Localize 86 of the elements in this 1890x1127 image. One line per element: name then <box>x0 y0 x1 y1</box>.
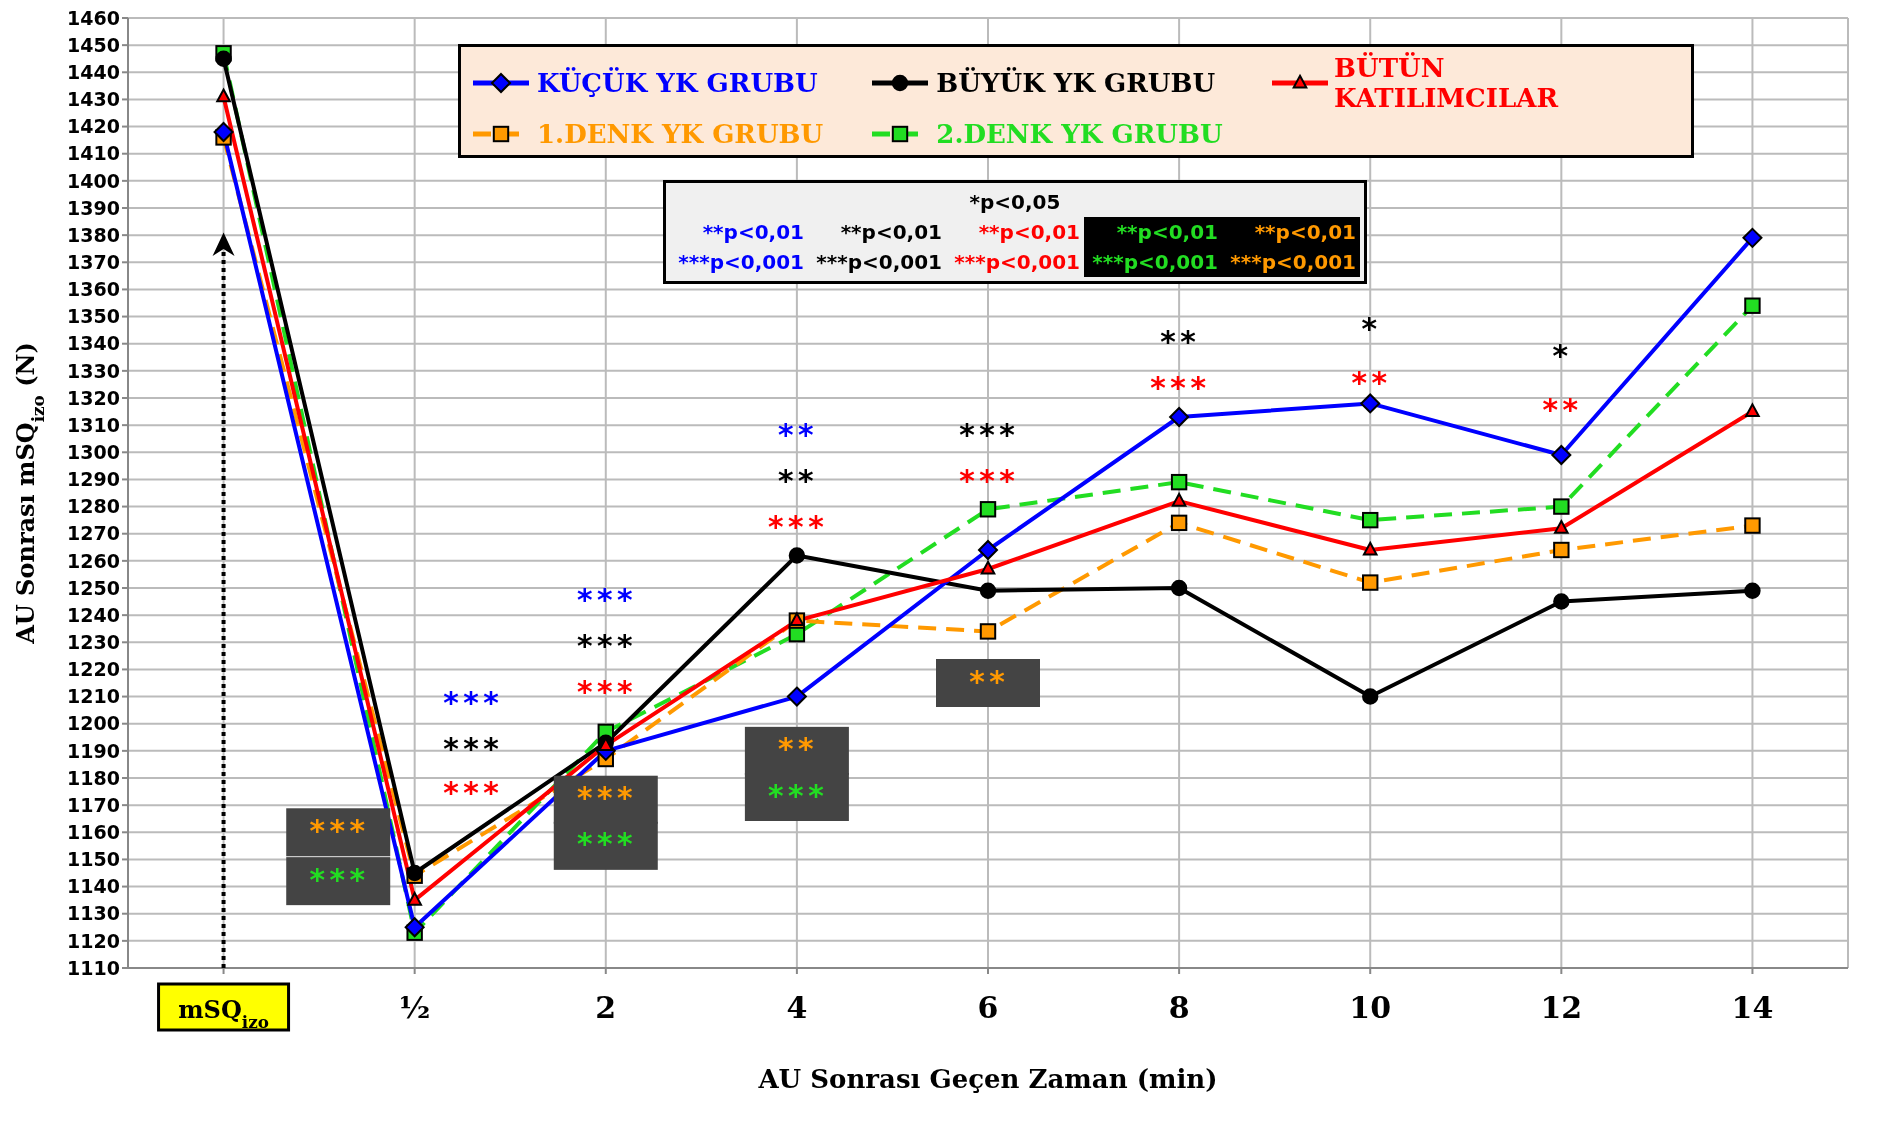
annotation: *** <box>575 628 636 664</box>
y-tick-label: 1330 <box>67 359 120 382</box>
x-axis-title: AU Sonrası Geçen Zaman (min) <box>757 1064 1218 1094</box>
y-tick-label: 1320 <box>67 386 120 409</box>
annotation: * <box>1551 337 1572 373</box>
annotation: ** <box>1350 364 1391 400</box>
annotation: **p<0,01 <box>839 219 943 246</box>
y-tick-label: 1250 <box>67 576 120 599</box>
annotation: *** <box>575 780 636 816</box>
annotation: *** <box>441 731 503 767</box>
y-tick-label: 1400 <box>67 169 120 192</box>
y-tick-label: 1160 <box>67 821 120 844</box>
annotation: * <box>1360 310 1381 346</box>
annotation: *** <box>1149 370 1210 406</box>
y-tick-label: 1270 <box>67 522 120 545</box>
x-tick-label: 14 <box>1731 990 1774 1025</box>
legend-label: KÜÇÜK YK GRUBU <box>537 68 818 98</box>
y-tick-label: 1260 <box>67 549 120 572</box>
y-tick-label: 1280 <box>67 495 120 518</box>
x-tick-label: mSQ$_{izo}$ <box>178 995 269 1032</box>
y-tick-label: 1130 <box>67 902 120 925</box>
y-tick-label: 1170 <box>67 793 120 816</box>
y-tick-label: 1450 <box>67 33 120 56</box>
annotation: ***p<0,001 <box>815 249 943 276</box>
y-tick-label: 1140 <box>67 875 120 898</box>
y-tick-label: 1350 <box>67 305 120 328</box>
annotation: **p<0,01 <box>977 219 1081 246</box>
y-tick-label: 1460 <box>67 6 120 29</box>
y-tick-label: 1310 <box>67 413 120 436</box>
annotation: *** <box>308 861 369 897</box>
y-tick-label: 1380 <box>67 223 120 246</box>
annotation: ***p<0,001 <box>1084 247 1222 277</box>
legend-label: 2.DENK YK GRUBU <box>936 119 1223 149</box>
annotation: *** <box>441 685 503 721</box>
y-tick-label: 1420 <box>67 115 120 138</box>
x-tick-label: 2 <box>595 990 617 1025</box>
y-tick-label: 1290 <box>67 468 120 491</box>
annotation: ***p<0,001 <box>677 249 805 276</box>
y-tick-label: 1390 <box>67 196 120 219</box>
y-tick-label: 1340 <box>67 332 120 355</box>
annotation: ** <box>1159 324 1200 360</box>
y-tick-label: 1110 <box>67 956 120 979</box>
annotation: **p<0,01 <box>701 219 805 246</box>
x-tick-label: ½ <box>399 990 431 1025</box>
annotation: ** <box>1541 392 1582 428</box>
annotation: *** <box>957 462 1019 498</box>
annotation: **p<0,01 <box>1084 217 1222 247</box>
annotation: *p<0,05 <box>968 189 1062 216</box>
y-tick-label: 1120 <box>67 929 120 952</box>
y-tick-label: 1200 <box>67 712 120 735</box>
y-tick-label: 1150 <box>67 848 120 871</box>
annotation: ** <box>776 462 817 498</box>
y-tick-label: 1210 <box>67 685 120 708</box>
y-tick-label: 1230 <box>67 631 120 654</box>
y-tick-label: 1190 <box>67 739 120 762</box>
annotation: *** <box>957 416 1019 452</box>
y-tick-label: 1240 <box>67 603 120 626</box>
y-tick-label: 1360 <box>67 278 120 301</box>
annotation: *** <box>766 777 827 813</box>
y-tick-label: 1180 <box>67 766 120 789</box>
annotation: *** <box>308 812 369 848</box>
y-tick-label: 1430 <box>67 88 120 111</box>
annotation: *** <box>441 774 503 810</box>
x-tick-label: 12 <box>1540 990 1583 1025</box>
legend-label: BÜTÜN KATILIMCILAR <box>1334 53 1560 113</box>
x-tick-label: 6 <box>977 990 999 1025</box>
x-tick-label: 4 <box>786 990 808 1025</box>
y-tick-label: 1220 <box>67 658 120 681</box>
annotation: **p<0,01 <box>1222 217 1360 247</box>
y-tick-label: 1370 <box>67 251 120 274</box>
x-tick-label: 8 <box>1168 990 1190 1025</box>
legend-label: 1.DENK YK GRUBU <box>537 119 824 149</box>
x-tick-label: 10 <box>1349 990 1392 1025</box>
y-tick-label: 1410 <box>67 142 120 165</box>
annotation: ***p<0,001 <box>1222 247 1360 277</box>
annotation: ** <box>776 416 817 452</box>
annotation: *** <box>575 826 636 862</box>
annotation: ***p<0,001 <box>953 249 1081 276</box>
y-tick-label: 1300 <box>67 441 120 464</box>
legend-label: BÜYÜK YK GRUBU <box>936 68 1216 98</box>
annotation: *** <box>575 674 636 710</box>
y-tick-label: 1440 <box>67 61 120 84</box>
annotation: *** <box>766 508 827 544</box>
annotation: ** <box>967 663 1009 699</box>
annotation: *** <box>575 582 636 618</box>
annotation: ** <box>776 731 817 767</box>
